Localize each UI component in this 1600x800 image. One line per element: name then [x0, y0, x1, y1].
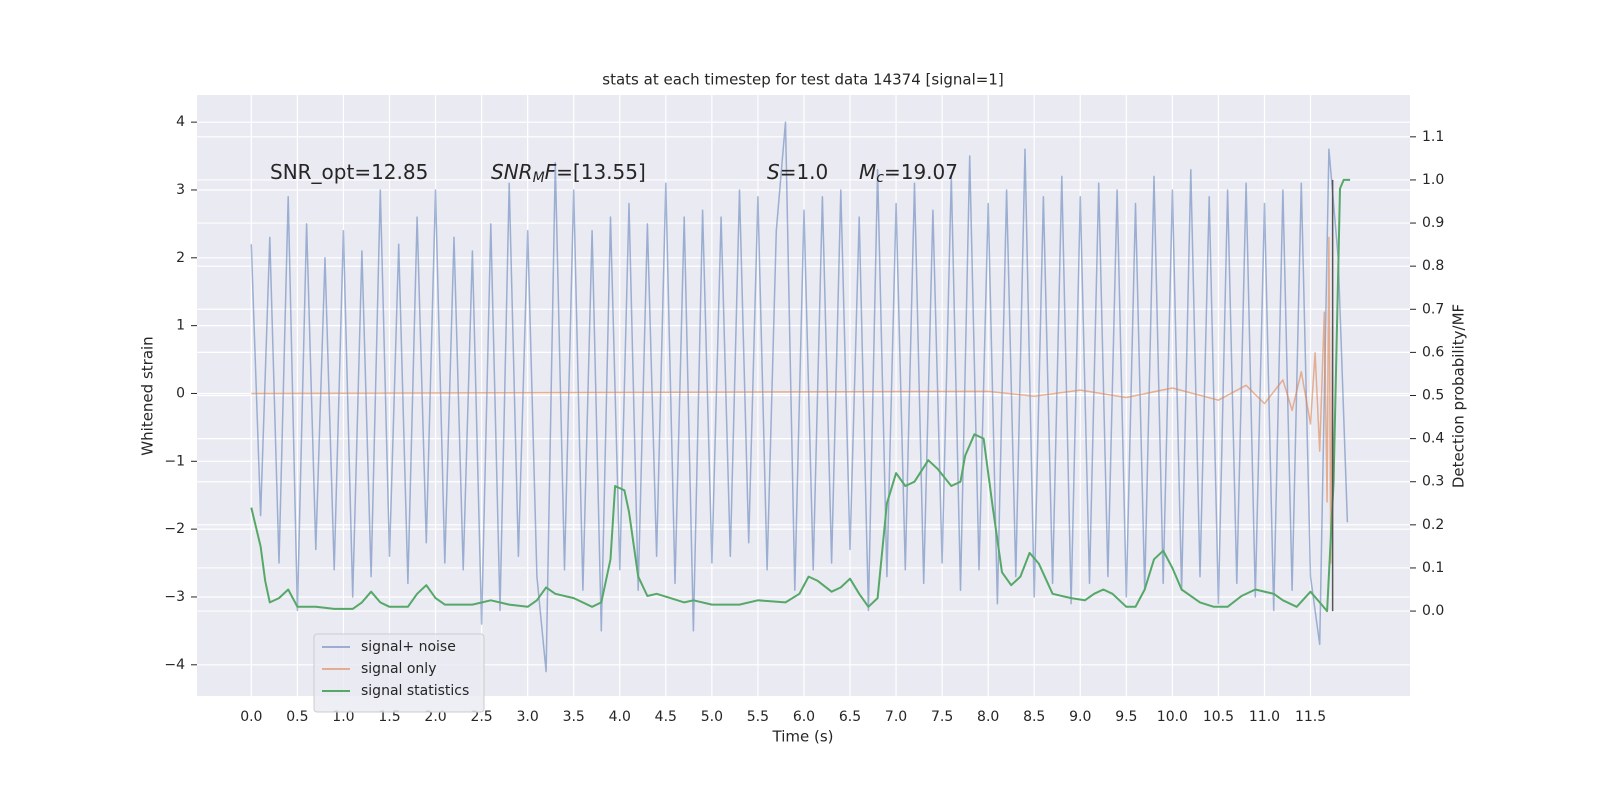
y-axis-label: Whitened strain — [139, 336, 157, 455]
y2-tick-label: 0.3 — [1422, 474, 1444, 490]
y2-tick-label: 0.7 — [1422, 301, 1444, 317]
annotation: SNRMF=[13.55] — [491, 160, 646, 187]
y2-axis-label: Detection probability/MF — [1450, 304, 1468, 488]
x-tick-label: 4.5 — [655, 709, 677, 725]
y2-tick-label: 0.5 — [1422, 388, 1444, 404]
y-tick-label: 0 — [176, 385, 185, 401]
annotation-part: c — [876, 170, 884, 186]
x-tick-label: 7.0 — [885, 709, 907, 725]
y-tick-label: −2 — [164, 521, 185, 537]
x-tick-label: 9.0 — [1069, 709, 1091, 725]
y-tick-label: 3 — [176, 182, 185, 198]
annotation: S=1.0 — [767, 160, 828, 184]
x-tick-label: 1.0 — [332, 709, 354, 725]
x-tick-label: 6.0 — [793, 709, 815, 725]
legend-label: signal only — [361, 661, 436, 677]
y-tick-label: −3 — [164, 589, 185, 605]
annotation-part: S — [767, 160, 780, 184]
x-tick-label: 0.5 — [286, 709, 308, 725]
x-tick-label: 8.0 — [977, 709, 999, 725]
legend-box — [313, 633, 485, 713]
series-line — [250, 178, 1351, 613]
annotation-part: =1.0 — [780, 160, 829, 184]
y-tick-label: −4 — [164, 657, 185, 673]
chart-title: stats at each timestep for test data 143… — [602, 71, 1003, 89]
series-line — [250, 121, 1349, 673]
y2-tick-label: 0.9 — [1422, 215, 1444, 231]
annotation: Mc=19.07 — [859, 160, 958, 187]
x-tick-label: 10.0 — [1157, 709, 1188, 725]
y2-tick-label: 0.2 — [1422, 517, 1444, 533]
x-tick-label: 3.5 — [563, 709, 585, 725]
x-tick-label: 6.5 — [839, 709, 861, 725]
y2-tick-label: 0.4 — [1422, 431, 1444, 447]
annotation: SNR_opt=12.85 — [270, 160, 428, 184]
annotation-part: SNR — [491, 160, 533, 184]
y2-tick-label: 0.1 — [1422, 560, 1444, 576]
legend-label: signal+ noise — [361, 639, 456, 655]
legend: signal+ noise signal only signal statistic… — [313, 633, 485, 713]
x-tick-label: 1.5 — [378, 709, 400, 725]
annotation-part: F — [545, 160, 557, 184]
y2-tick-label: 0.0 — [1422, 603, 1444, 619]
marks: SNR_opt=12.85 SNRMF=[13.55] S=1.0 Mc=19.07 — [250, 121, 1351, 673]
y-tick-label: 4 — [176, 114, 185, 130]
y2-tick-label: 1.0 — [1422, 172, 1444, 188]
x-tick-label: 11.5 — [1295, 709, 1326, 725]
legend-label: signal statistics — [361, 683, 469, 699]
y2-tick-label: 0.8 — [1422, 258, 1444, 274]
y-tick-label: 1 — [176, 318, 185, 334]
annotation-part: =19.07 — [884, 160, 958, 184]
x-tick-label: 4.0 — [609, 709, 631, 725]
annotation-part: =[13.55] — [556, 160, 646, 184]
x-tick-label: 8.5 — [1023, 709, 1045, 725]
annotation-part: M — [859, 160, 876, 184]
x-axis-label: Time (s) — [772, 728, 834, 746]
x-tick-label: 2.0 — [424, 709, 446, 725]
x-tick-label: 7.5 — [931, 709, 953, 725]
x-tick-label: 2.5 — [470, 709, 492, 725]
annotation-part: SNR_opt=12.85 — [270, 160, 428, 184]
x-tick-label: 11.0 — [1249, 709, 1280, 725]
x-tick-label: 5.5 — [747, 709, 769, 725]
series-line — [251, 236, 1334, 564]
y2-tick-label: 0.6 — [1422, 344, 1444, 360]
y-tick-label: −1 — [164, 453, 185, 469]
axes: 0.0 0.5 1.0 1.5 2.0 2.5 3.0 3.5 4.0 4.5 5.0 5.5 6.0 6… — [164, 114, 1444, 725]
x-tick-label: 3.0 — [517, 709, 539, 725]
x-tick-label: 0.0 — [240, 709, 262, 725]
annotation-part: M — [533, 170, 545, 186]
x-tick-label: 9.5 — [1115, 709, 1137, 725]
x-tick-label: 10.5 — [1203, 709, 1234, 725]
x-tick-label: 5.0 — [701, 709, 723, 725]
y-tick-label: 2 — [176, 250, 185, 266]
y2-tick-label: 1.1 — [1422, 129, 1444, 145]
